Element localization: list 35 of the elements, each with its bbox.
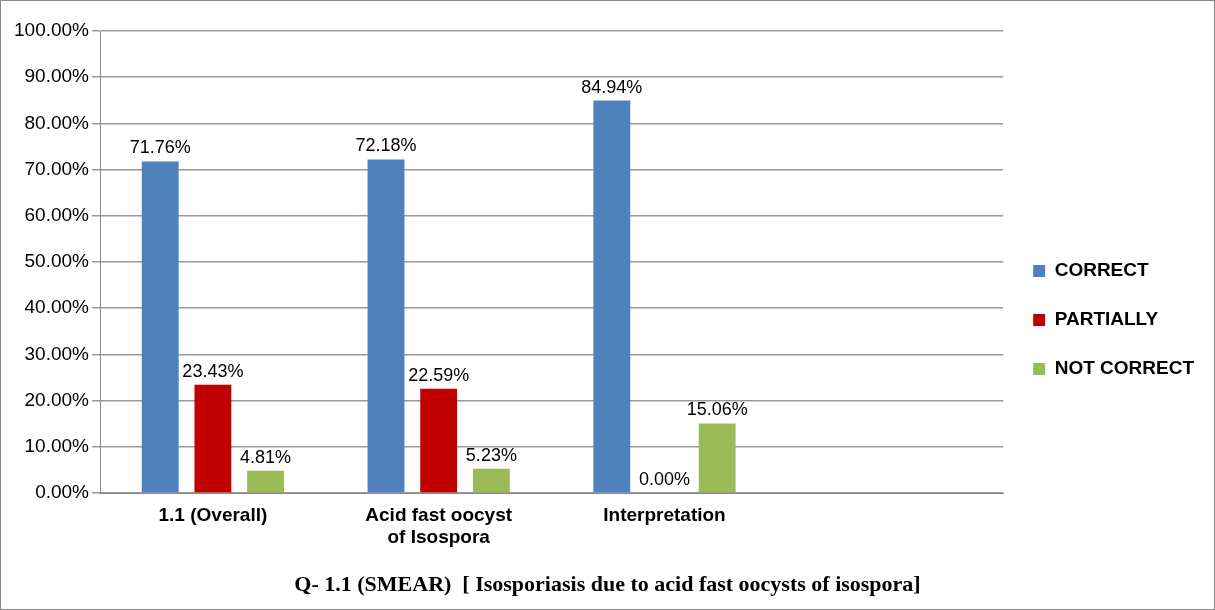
data-label: 22.59%: [408, 364, 470, 385]
y-tick-label: 100.00%: [13, 19, 90, 41]
data-label: 0.00%: [638, 468, 691, 489]
data-label: 72.18%: [355, 135, 417, 156]
bar: [367, 159, 405, 493]
bar: [194, 384, 232, 493]
y-tick-label: 50.00%: [24, 250, 90, 272]
bar: [472, 468, 510, 493]
y-tick-label: 20.00%: [24, 388, 90, 410]
y-tick-label: 10.00%: [24, 435, 90, 457]
x-tick-label: Acid fast oocyst of Isospora: [365, 503, 513, 548]
text: Q- 1.1 (SMEAR) [ Isosporiasis due to acid fast oocysts of isospora]: [294, 571, 921, 597]
y-tick-label: 60.00%: [24, 204, 90, 226]
data-label: 84.94%: [581, 76, 643, 97]
data-label: 23.43%: [182, 360, 244, 381]
x-tick-label: Interpretation: [603, 503, 726, 525]
bar: [698, 423, 736, 493]
bar: [420, 388, 458, 493]
x-tick-label: 1.1 (Overall): [158, 503, 268, 525]
legend-label: CORRECT: [1054, 259, 1150, 281]
data-label: 71.76%: [129, 137, 191, 158]
bar: [593, 100, 631, 493]
data-label: 15.06%: [686, 399, 748, 420]
legend-label: NOT CORRECT: [1054, 357, 1195, 379]
y-tick-label: 40.00%: [24, 296, 90, 318]
bar: [247, 470, 285, 493]
y-tick-label: 80.00%: [24, 111, 90, 133]
y-tick-label: 90.00%: [24, 65, 90, 87]
data-label: 5.23%: [465, 444, 517, 465]
bar: [141, 161, 179, 493]
y-tick-label: 30.00%: [24, 342, 90, 364]
legend-label: PARTIALLY: [1054, 308, 1159, 330]
y-tick-label: 70.00%: [24, 157, 90, 179]
y-tick-label: 0.00%: [35, 481, 90, 503]
data-label: 4.81%: [240, 446, 292, 467]
